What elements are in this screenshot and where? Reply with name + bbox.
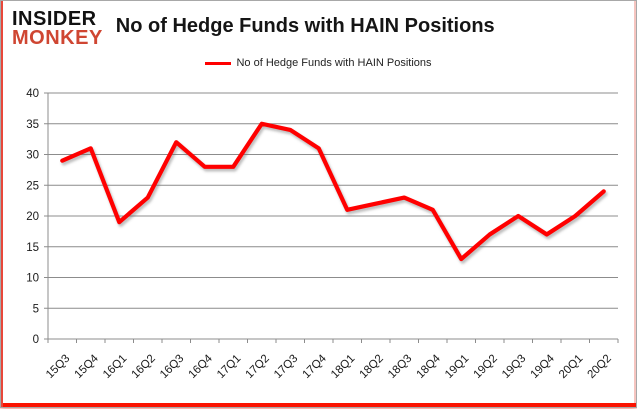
x-tick-label: 17Q3 (272, 353, 300, 381)
x-tick-label: 18Q4 (414, 352, 443, 381)
y-tick-label: 20 (26, 211, 39, 223)
x-tick-label: 18Q2 (357, 353, 385, 381)
x-tick-label: 20Q1 (557, 353, 585, 381)
y-tick-label: 30 (26, 150, 39, 162)
legend: No of Hedge Funds with HAIN Positions (1, 57, 636, 69)
chart-header: INSIDER MONKEY No of Hedge Funds with HA… (1, 1, 636, 48)
line-chart: 0 5 10 15 20 25 30 35 40 15Q3 15Q4 16Q1 16Q2 16Q3 16Q4… (26, 88, 619, 381)
y-tick-label: 5 (33, 303, 39, 315)
x-tick-label: 18Q1 (329, 353, 357, 381)
legend-label: No of Hedge Funds with HAIN Positions (236, 57, 432, 69)
x-tick-label: 19Q1 (443, 353, 471, 381)
y-tick-label: 15 (26, 242, 39, 254)
y-tick-label: 40 (26, 88, 39, 100)
x-tick-label: 20Q2 (585, 353, 613, 381)
x-tick-label: 17Q4 (300, 352, 329, 381)
legend-line-swatch (205, 61, 232, 65)
x-tick-label: 19Q2 (471, 353, 499, 381)
x-tick-label: 17Q1 (215, 353, 243, 381)
chart-title: No of Hedge Funds with HAIN Positions (115, 15, 495, 37)
logo-monkey-text: MONKEY (12, 27, 103, 49)
series-line-shadow (61, 124, 608, 264)
x-tick-label: 16Q3 (158, 353, 186, 381)
y-tick-label: 0 (33, 334, 39, 346)
x-tick-label: 15Q3 (44, 353, 72, 381)
x-tick-label: 17Q2 (243, 353, 271, 381)
insider-monkey-logo: INSIDER MONKEY (12, 8, 103, 49)
series-line (60, 121, 606, 262)
y-tick-label: 10 (26, 273, 39, 285)
x-tick-label: 15Q4 (72, 352, 101, 381)
x-tick-label: 16Q2 (129, 353, 157, 381)
x-tick-label: 18Q3 (386, 353, 414, 381)
x-tick-label: 16Q1 (101, 353, 129, 381)
logo-insider-text: INSIDER (12, 8, 97, 30)
x-tick-label: 16Q4 (186, 352, 215, 381)
y-tick-label: 25 (26, 180, 39, 192)
x-tick-label: 19Q4 (528, 352, 557, 381)
y-tick-label: 35 (26, 119, 39, 131)
x-tick-label: 19Q3 (500, 353, 528, 381)
